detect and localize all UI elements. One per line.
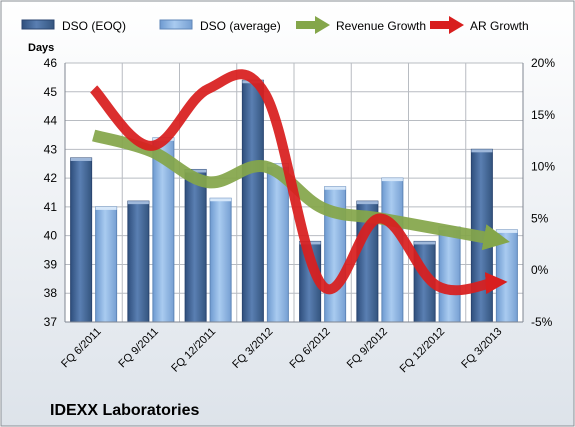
legend-label-ar-growth: AR Growth: [470, 19, 529, 33]
legend-swatch-dso-eoq: [21, 19, 55, 30]
legend-label-revenue-growth: Revenue Growth: [336, 19, 426, 33]
left-tick-label-9: 46: [44, 56, 58, 70]
left-tick-label-8: 45: [44, 85, 58, 99]
legend-item-ar-growth: AR Growth: [430, 16, 529, 34]
legend-item-dso-average: DSO (average): [159, 19, 281, 33]
left-tick-label-0: 37: [44, 315, 58, 329]
bar-dso-average-2: [209, 197, 232, 323]
right-axis-ticks: -5% 0% 5% 10% 15% 20%: [531, 56, 555, 329]
legend-arrow-ar-growth: [449, 16, 464, 34]
bar-cap-dso-eoq-0: [70, 157, 92, 161]
bar-cap-dso-eoq-6: [414, 241, 436, 245]
right-tick-label-2: 5%: [531, 211, 549, 225]
left-tick-label-5: 42: [44, 171, 58, 185]
bar-cap-dso-eoq-1: [127, 201, 149, 205]
bar-dso-average-7: [495, 229, 518, 323]
bar-cap-dso-average-4: [324, 186, 346, 190]
bar-dso-average-3: [266, 163, 289, 323]
bar-cap-dso-eoq-2: [185, 169, 207, 173]
bar-cap-dso-average-7: [496, 229, 518, 233]
left-tick-label-2: 39: [44, 257, 58, 271]
legend-item-revenue-growth: Revenue Growth: [296, 16, 426, 34]
bar-dso-eoq-3: [241, 79, 264, 323]
axes: [64, 63, 524, 323]
left-tick-label-4: 41: [44, 200, 58, 214]
bar-dso-eoq-0: [70, 157, 93, 323]
company-title: IDEXX Laboratories: [50, 402, 199, 419]
legend-arrow-revenue-growth: [315, 16, 330, 34]
bar-dso-average-5: [381, 177, 404, 323]
legend-item-dso-eoq: DSO (EOQ): [21, 19, 126, 33]
growth-lines: [89, 69, 510, 296]
bar-cap-dso-eoq-5: [356, 201, 378, 205]
legend: DSO (EOQ) DSO (average) Revenue Growth AR G…: [21, 16, 529, 34]
bar-dso-average-0: [95, 206, 118, 323]
right-tick-label-0: -5%: [531, 315, 553, 329]
line-ar-growth: [89, 69, 508, 296]
left-axis-ticks: 37 38 39 40 41 42 43 44 45 46: [44, 56, 58, 329]
right-tick-label-4: 15%: [531, 108, 555, 122]
left-axis-title: Days: [28, 42, 54, 54]
left-tick-label-6: 43: [44, 142, 58, 156]
bar-dso-eoq-1: [127, 200, 150, 323]
bar-dso-average-6: [438, 226, 461, 323]
legend-label-dso-eoq: DSO (EOQ): [62, 19, 126, 33]
bar-cap-dso-average-0: [95, 206, 117, 210]
right-tick-label-3: 10%: [531, 160, 555, 174]
legend-label-dso-average: DSO (average): [200, 19, 281, 33]
bar-cap-dso-average-5: [381, 178, 403, 182]
legend-swatch-dso-average: [159, 19, 193, 30]
left-tick-label-7: 44: [44, 114, 58, 128]
bar-series-dso-average: [95, 137, 518, 323]
bar-dso-eoq-2: [184, 168, 207, 323]
right-tick-label-1: 0%: [531, 263, 549, 277]
bar-cap-dso-eoq-7: [471, 149, 493, 153]
right-tick-label-5: 20%: [531, 56, 555, 70]
left-tick-label-3: 40: [44, 229, 58, 243]
bar-cap-dso-average-2: [210, 198, 232, 202]
left-tick-label-1: 38: [44, 286, 58, 300]
